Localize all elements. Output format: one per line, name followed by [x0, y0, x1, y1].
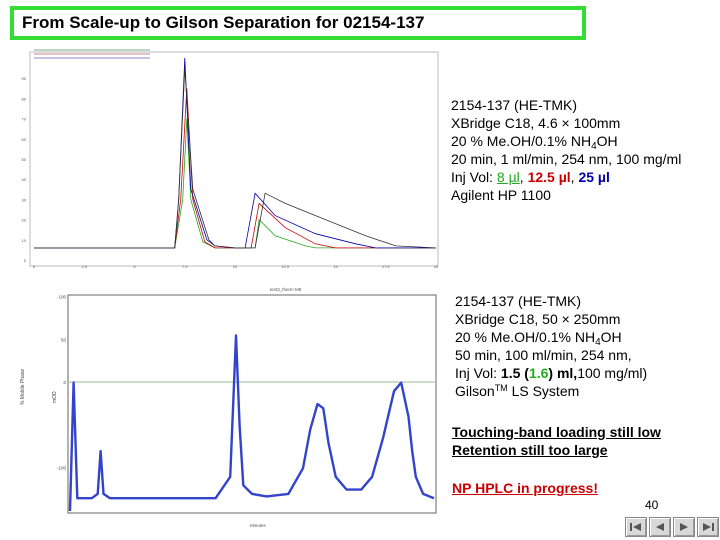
info-line: 20 % Me.OH/0.1% NH4OH	[451, 133, 618, 152]
y-tick-label: 70	[22, 117, 27, 122]
y-axis-label-inner: mOD	[52, 391, 58, 403]
info-line: 2154-137 (HE-TMK)	[455, 293, 582, 309]
y-tick-label: 0	[24, 258, 27, 263]
plot-area-frame	[29, 51, 439, 267]
injection-volumes: Inj Vol: 8 µl, 12.5 µl, 25 µl	[451, 169, 610, 185]
x-tick-label: 0	[33, 264, 36, 269]
info-line: 50 min, 100 ml/min, 254 nm,	[455, 347, 632, 363]
plot-area-frame	[67, 294, 437, 514]
chromatogram-analytical: 0 10 20 30 40 50 60 70 80 90 0 2.5 5 7.5 10 12.5 15 17.5…	[22, 49, 439, 269]
next-slide-icon[interactable]	[673, 517, 695, 537]
info-line: 20 % Me.OH/0.1% NH4OH	[455, 329, 622, 348]
np-hplc-link[interactable]: NP HPLC in progress!	[452, 480, 598, 496]
chart-series-group	[34, 57, 437, 249]
info-line: Agilent HP 1100	[451, 187, 551, 203]
x-tick-label: 15	[333, 264, 338, 269]
x-tick-label: 10	[233, 264, 238, 269]
info-line: 2154-137 (HE-TMK)	[451, 97, 578, 113]
y-axis-label-left: % Mobile Phase	[20, 369, 26, 405]
y-axis-ticks: 0 10 20 30 40 50 60 70 80 90	[22, 76, 27, 263]
x-tick-label: 20	[434, 264, 439, 269]
last-slide-icon[interactable]	[697, 517, 719, 537]
y-tick-label: 30	[22, 197, 27, 202]
y-tick-label: -100	[57, 466, 67, 471]
info-line: XBridge C18, 4.6 × 100mm	[451, 115, 621, 131]
note-line: Touching-band loading still low	[452, 424, 661, 440]
x-tick-label: 17.5	[382, 264, 391, 269]
series-line	[34, 68, 437, 249]
y-tick-label: 100	[58, 295, 66, 300]
y-tick-label: 50	[61, 337, 67, 342]
x-tick-label: 5	[133, 264, 136, 269]
x-tick-label: 7.5	[182, 264, 188, 269]
chart-header-text: test3_therm M8	[270, 287, 302, 292]
info-line: XBridge C18, 50 × 250mm	[455, 311, 621, 327]
series-line	[34, 88, 436, 249]
y-tick-label: 60	[22, 137, 27, 142]
y-tick-label: 80	[22, 96, 27, 101]
info-line: 20 min, 1 ml/min, 254 nm, 100 mg/ml	[451, 151, 682, 167]
legend-header-lines	[34, 49, 150, 59]
y-tick-label: 20	[22, 218, 27, 223]
page-number: 40	[645, 498, 659, 512]
chromatogram-preparative: % Mobile Phase mOD test3_therm M8 Minute…	[20, 287, 437, 528]
x-tick-label: 2.5	[81, 264, 87, 269]
slide-navigation	[625, 517, 719, 537]
first-slide-icon[interactable]	[625, 517, 647, 537]
y-tick-label: 0	[63, 380, 66, 385]
x-axis-label: Minutes	[250, 523, 267, 528]
previous-slide-icon[interactable]	[649, 517, 671, 537]
x-tick-label: 12.5	[281, 264, 290, 269]
chart-series-group	[68, 334, 435, 512]
y-tick-label: 10	[22, 238, 27, 243]
y-tick-label: 40	[22, 177, 27, 182]
preparative-conditions: 2154-137 (HE-TMK) XBridge C18, 50 × 250m…	[455, 292, 647, 400]
x-axis-ticks: 0 2.5 5 7.5 10 12.5 15 17.5 20	[33, 264, 439, 269]
slide-title: From Scale-up to Gilson Separation for 0…	[10, 6, 586, 40]
note-line: Retention still too large	[452, 442, 608, 458]
y-tick-label: 90	[22, 76, 27, 81]
analytical-conditions: 2154-137 (HE-TMK) XBridge C18, 4.6 × 100…	[451, 96, 681, 204]
loading-note: Touching-band loading still low Retentio…	[452, 423, 661, 459]
y-tick-label: 50	[22, 157, 27, 162]
series-line	[68, 334, 435, 512]
y-axis-ticks: -100 0 50 100	[57, 295, 67, 471]
injection-volumes: Inj Vol: 1.5 (1.6) ml,100 mg/ml)	[455, 365, 648, 381]
info-line: GilsonTM LS System	[455, 383, 580, 399]
